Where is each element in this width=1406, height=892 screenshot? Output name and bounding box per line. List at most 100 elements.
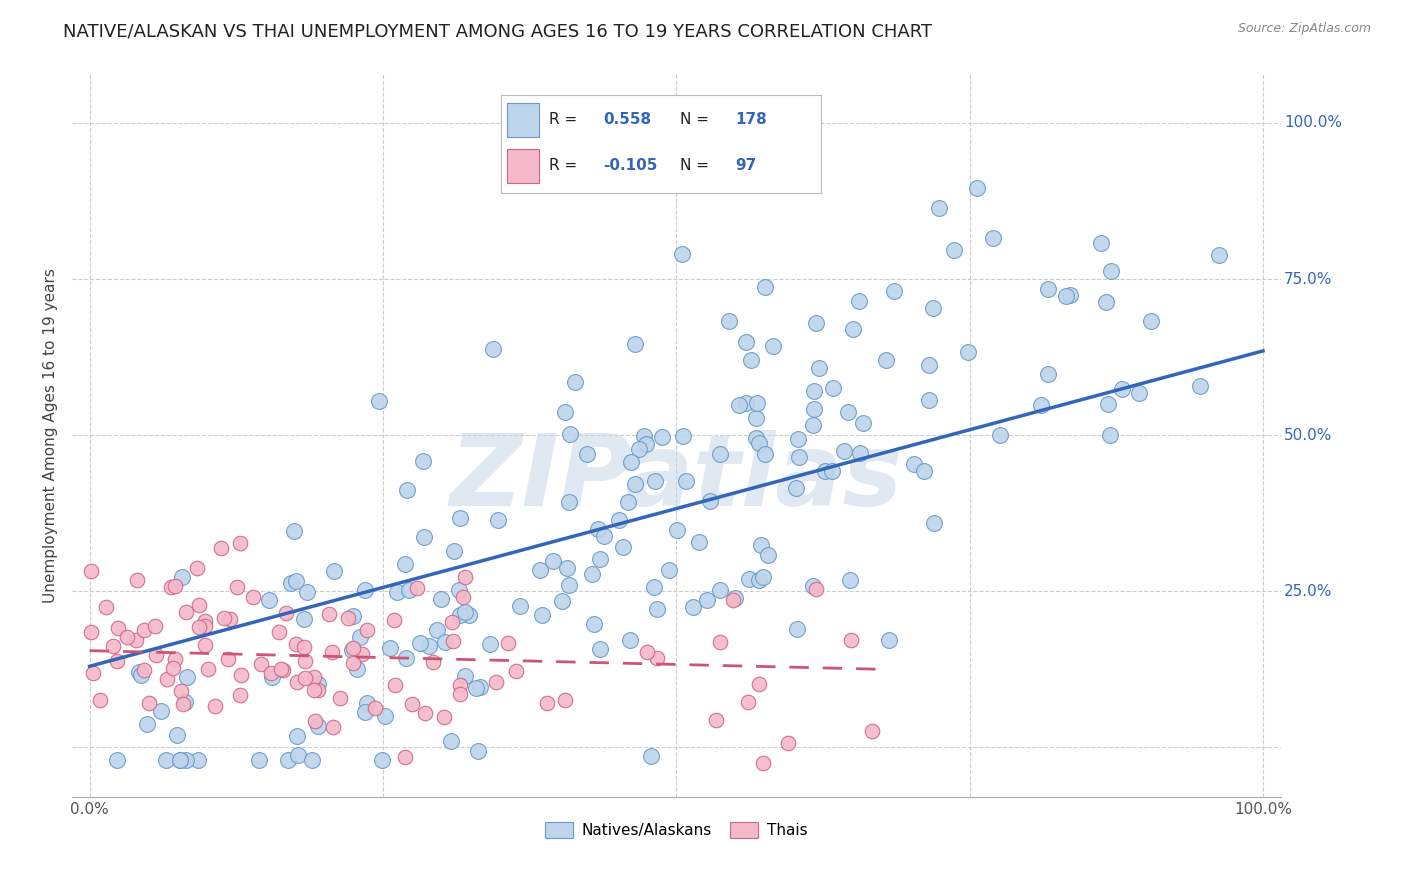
Point xyxy=(593,529,616,543)
Text: Source: ZipAtlas.com: Source: ZipAtlas.com xyxy=(1237,22,1371,36)
Point xyxy=(138,696,160,710)
Point xyxy=(408,636,430,650)
Text: 50.0%: 50.0% xyxy=(1284,427,1333,442)
Point xyxy=(297,585,319,599)
Point xyxy=(440,734,463,748)
Point xyxy=(80,564,103,578)
Point xyxy=(586,522,609,536)
Point xyxy=(1094,294,1116,309)
Point xyxy=(728,398,751,412)
Point xyxy=(285,574,308,588)
Point xyxy=(356,697,378,711)
Point xyxy=(488,513,510,527)
Point xyxy=(1140,314,1163,328)
Point xyxy=(849,446,872,460)
Point xyxy=(132,624,155,638)
Point xyxy=(928,201,950,215)
Point xyxy=(737,696,759,710)
Point xyxy=(505,664,527,678)
Point xyxy=(451,590,474,604)
Point xyxy=(294,655,316,669)
Point xyxy=(304,714,326,729)
Point xyxy=(229,536,252,550)
Point xyxy=(194,619,217,633)
Point xyxy=(449,510,471,524)
Y-axis label: Unemployment Among Ages 16 to 19 years: Unemployment Among Ages 16 to 19 years xyxy=(44,268,58,603)
Point xyxy=(734,396,756,410)
Point xyxy=(838,573,860,587)
Point xyxy=(981,230,1004,244)
Point xyxy=(808,361,831,376)
Point xyxy=(541,554,564,568)
Point xyxy=(589,641,612,656)
Point xyxy=(801,579,824,593)
Point xyxy=(748,435,770,450)
Point xyxy=(956,345,979,359)
Point xyxy=(155,753,177,767)
Point xyxy=(162,661,184,675)
Point xyxy=(696,592,718,607)
Point xyxy=(336,611,359,625)
Point xyxy=(804,582,827,597)
Point xyxy=(342,608,364,623)
Point xyxy=(721,592,744,607)
Point xyxy=(384,678,406,692)
Point xyxy=(204,698,226,713)
Point xyxy=(280,575,302,590)
Point xyxy=(1097,396,1119,410)
Point xyxy=(575,447,598,461)
Point xyxy=(509,599,531,614)
Point xyxy=(321,645,343,659)
Point xyxy=(378,640,401,655)
Point xyxy=(159,581,181,595)
Point xyxy=(125,632,148,647)
Point xyxy=(149,704,172,718)
Point xyxy=(156,672,179,686)
Point xyxy=(640,749,662,764)
Point xyxy=(80,625,103,640)
Point xyxy=(665,523,688,537)
Point xyxy=(449,687,471,701)
Point xyxy=(589,551,612,566)
Point xyxy=(194,614,217,628)
Point xyxy=(374,709,396,723)
Point xyxy=(174,605,197,619)
Point xyxy=(883,284,905,298)
Point xyxy=(426,624,449,638)
Point xyxy=(832,443,855,458)
Point xyxy=(318,607,340,622)
Point xyxy=(612,540,634,554)
Point xyxy=(217,651,239,665)
Point xyxy=(756,548,779,562)
Point xyxy=(231,667,253,681)
Point xyxy=(260,665,283,680)
Point xyxy=(398,582,420,597)
Text: 25.0%: 25.0% xyxy=(1284,584,1333,599)
Point xyxy=(262,669,284,683)
Point xyxy=(1128,386,1150,401)
Point xyxy=(903,457,925,471)
Point xyxy=(301,753,323,767)
Point xyxy=(1090,235,1112,250)
Point xyxy=(292,640,315,655)
Point xyxy=(1054,289,1077,303)
Point xyxy=(283,524,305,538)
Point xyxy=(877,632,900,647)
Point xyxy=(441,615,464,629)
Point xyxy=(747,395,769,409)
Point xyxy=(370,753,392,767)
Point xyxy=(270,662,292,676)
Point xyxy=(274,606,297,620)
Point xyxy=(607,513,630,527)
Point xyxy=(219,611,242,625)
Point xyxy=(433,710,456,724)
Point xyxy=(651,430,673,444)
Point xyxy=(785,481,807,495)
Point xyxy=(738,573,761,587)
Point xyxy=(105,753,128,767)
Point xyxy=(285,674,308,689)
Point xyxy=(581,566,603,581)
Point xyxy=(558,578,581,592)
Point xyxy=(307,719,329,733)
Point xyxy=(128,665,150,679)
